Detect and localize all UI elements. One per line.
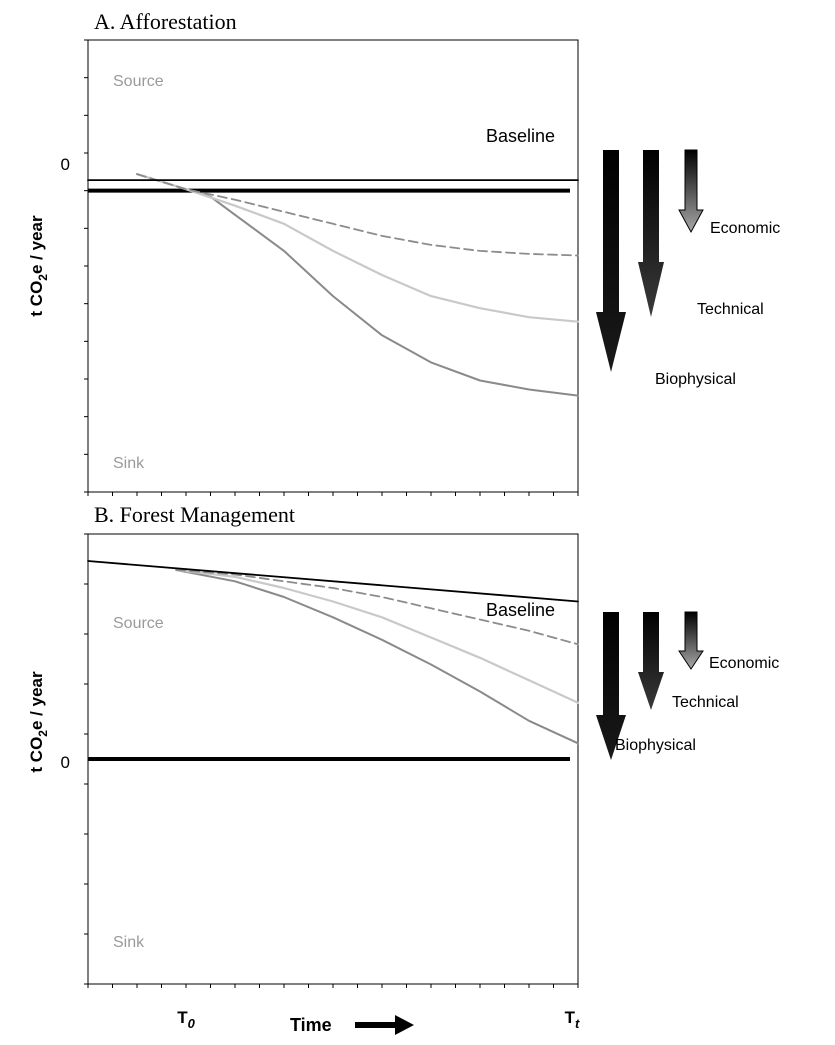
panel-a-title: A. Afforestation [94, 9, 237, 34]
panel-a: A. Afforestation Source Sink 0 Baseline … [27, 9, 780, 496]
x-tick-label-t0-sub: 0 [188, 1016, 196, 1031]
panel-a-ylabel-sub: 2 [36, 274, 50, 281]
panel-a-arrows [596, 149, 704, 372]
x-axis-label: Time [290, 1015, 332, 1035]
panel-b: B. Forest Management Source Sink 0 Basel… [27, 502, 779, 1035]
panel-a-arrow-label-biophysical: Biophysical [655, 371, 736, 388]
series-line-a-biophysical [136, 173, 579, 397]
arrow-b-economic [678, 611, 704, 670]
panel-a-arrow-label-technical: Technical [697, 301, 764, 318]
panel-a-frame [87, 39, 579, 493]
panel-b-arrow-label-economic: Economic [709, 655, 779, 672]
arrow-b-technical [638, 612, 664, 710]
panel-a-y-axis-label: t CO2e / year [27, 215, 50, 317]
series-line-a-technical [135, 173, 580, 323]
panel-b-arrow-label-biophysical: Biophysical [615, 737, 696, 754]
time-arrow-head [395, 1015, 414, 1035]
arrow-a-biophysical [596, 150, 626, 372]
panel-b-ylabel-main: t CO [27, 737, 46, 773]
panel-b-ylabel-rest: e / year [27, 671, 46, 730]
time-arrow [355, 1015, 414, 1035]
series-line-a-economic [136, 173, 579, 257]
x-tick-label-t0-main: T [177, 1008, 188, 1027]
x-tick-label-t0: T0 [177, 1008, 195, 1031]
panel-a-ylabel-main: t CO [27, 281, 46, 317]
panel-a-source-label: Source [113, 73, 164, 90]
panel-b-baseline-label: Baseline [486, 600, 555, 620]
panel-b-y-axis-label: t CO2e / year [27, 671, 50, 773]
panel-b-ticks [84, 533, 579, 988]
panel-b-lines [87, 560, 580, 761]
panel-a-zero-label: 0 [61, 155, 70, 174]
series-line-b-technical [175, 568, 580, 704]
arrow-a-economic [678, 149, 704, 234]
panel-b-ylabel-sub: 2 [36, 730, 50, 737]
svg-text:t CO2e / year: t CO2e / year [27, 215, 50, 317]
panel-a-ylabel-rest: e / year [27, 215, 46, 274]
series-line-b-biophysical [175, 569, 579, 745]
time-arrow-shaft [355, 1022, 397, 1028]
arrow-a-technical [638, 150, 664, 317]
panel-a-arrow-label-economic: Economic [710, 220, 780, 237]
series-line-b-baseline [87, 560, 579, 603]
panel-a-ticks [84, 39, 579, 496]
panel-b-arrow-label-technical: Technical [672, 694, 739, 711]
x-tick-label-tt: Tt [565, 1008, 580, 1031]
panel-a-baseline-label: Baseline [486, 126, 555, 146]
svg-text:t CO2e / year: t CO2e / year [27, 671, 50, 773]
panel-b-arrows [596, 611, 704, 760]
x-tick-label-tt-sub: t [575, 1016, 580, 1031]
panel-b-sink-label: Sink [113, 934, 145, 951]
panel-b-source-label: Source [113, 615, 164, 632]
series-line-b-economic [175, 569, 579, 646]
panel-a-lines [87, 173, 580, 397]
x-tick-label-tt-main: T [565, 1008, 576, 1027]
arrow-b-biophysical [596, 612, 626, 760]
panel-b-zero-label: 0 [61, 753, 70, 772]
panel-b-title: B. Forest Management [94, 502, 295, 527]
panel-a-sink-label: Sink [113, 455, 145, 472]
